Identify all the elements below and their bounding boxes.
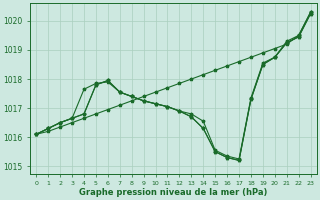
X-axis label: Graphe pression niveau de la mer (hPa): Graphe pression niveau de la mer (hPa) [79,188,268,197]
